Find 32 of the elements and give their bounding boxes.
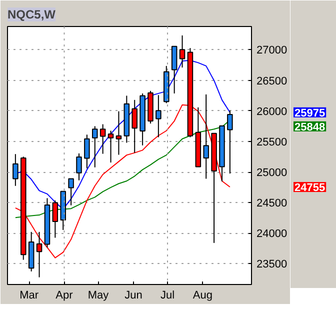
text: 25848 [294,121,326,134]
y-tick-label: 25500 [256,136,288,148]
candlestick [227,110,233,174]
x-tick-label: Jun [124,290,142,302]
y-tick-label: 26000 [256,106,288,118]
candlestick [171,46,178,94]
candlestick [52,200,58,238]
chart-title: NQC5,W [8,8,56,22]
candlestick [179,34,186,68]
text: 24755 [294,182,326,194]
x-tick-label: Jul [160,290,175,302]
y-tick-label: 24000 [256,228,288,240]
y-tick-label: 26500 [256,75,288,88]
y-tick-label: 23500 [256,258,288,271]
candlestick [12,154,18,186]
x-tick-label: Mar [20,290,39,302]
candlestick [84,134,90,169]
y-tick-label: 27000 [256,44,288,57]
candlestick [108,130,114,164]
candlestick [116,110,122,156]
candlestick [156,94,162,138]
text: 25975 [294,107,326,120]
candlestick [76,152,82,181]
y-tick-label: 24500 [256,198,288,210]
candlestick [68,178,74,206]
x-tick-label: Apr [56,290,74,302]
candlestick [100,124,106,154]
candlestick [203,94,209,180]
y-tick-label: 25000 [256,167,288,180]
candlestick [92,126,98,168]
x-tick-label: May [88,290,110,302]
x-tick-label: Aug [192,290,212,302]
